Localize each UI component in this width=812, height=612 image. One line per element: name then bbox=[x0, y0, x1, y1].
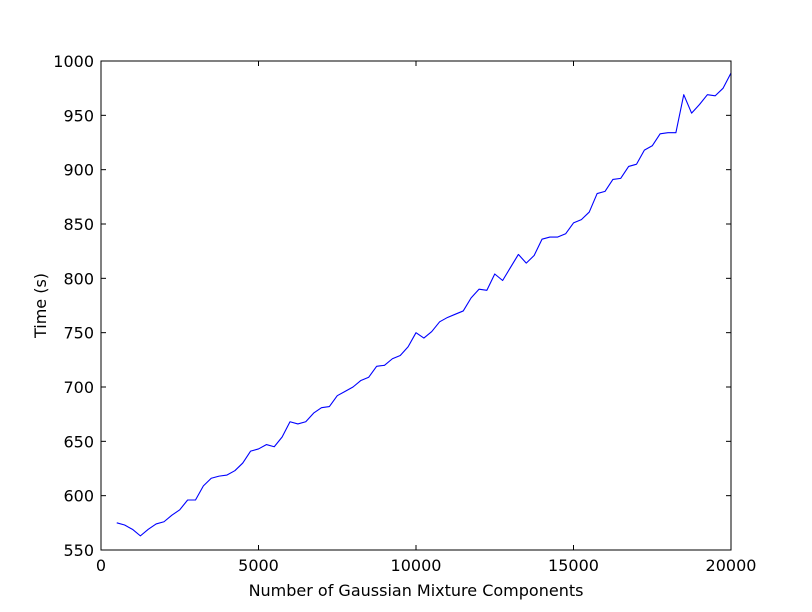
y-tick-label: 950 bbox=[63, 106, 94, 125]
y-tick-label: 650 bbox=[63, 432, 94, 451]
x-tick-label: 10000 bbox=[391, 556, 442, 575]
series-line-1 bbox=[116, 72, 732, 537]
y-tick-label: 750 bbox=[63, 324, 94, 343]
plot-area bbox=[101, 61, 731, 550]
series-layer bbox=[116, 72, 732, 537]
y-axis-ticks: 550 600 650 700 750 800 850 900 950 1000 bbox=[53, 52, 731, 560]
x-tick-label: 15000 bbox=[548, 556, 599, 575]
y-axis-label: Time (s) bbox=[31, 273, 50, 339]
y-tick-label: 800 bbox=[63, 269, 94, 288]
x-tick-label: 20000 bbox=[706, 556, 757, 575]
y-tick-label: 850 bbox=[63, 215, 94, 234]
y-tick-label: 600 bbox=[63, 487, 94, 506]
x-axis-label: Number of Gaussian Mixture Components bbox=[249, 581, 584, 600]
x-axis-ticks: 0 5000 10000 15000 20000 bbox=[96, 61, 757, 575]
y-tick-label: 550 bbox=[63, 541, 94, 560]
y-tick-label: 900 bbox=[63, 161, 94, 180]
y-tick-label: 700 bbox=[63, 378, 94, 397]
y-tick-label: 1000 bbox=[53, 52, 94, 71]
x-tick-label: 0 bbox=[96, 556, 106, 575]
x-tick-label: 5000 bbox=[238, 556, 279, 575]
